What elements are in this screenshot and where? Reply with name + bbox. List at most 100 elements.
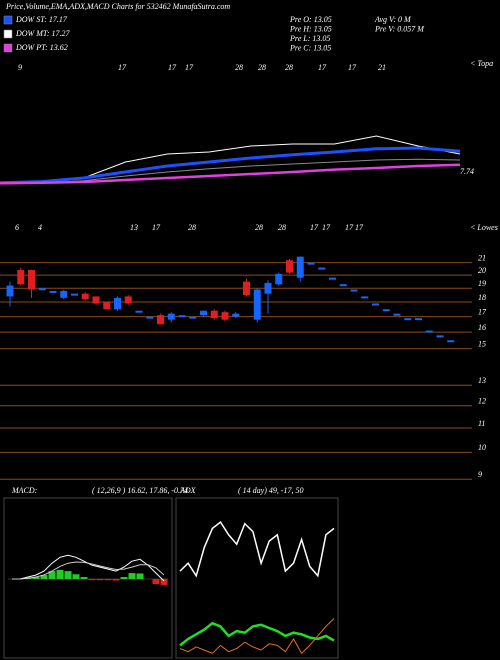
candle-body [49,290,57,293]
candle-body [210,310,218,319]
macd-line [12,561,165,580]
date-label: 17 [310,223,319,232]
date-label: 17 [345,223,354,232]
y-tick-label: 10 [478,443,486,452]
panel-params: ( 12,26,9 ) 16.62, 17.86, -0.74 [92,486,188,495]
page-title: Price,Volume,EMA,ADX,MACD Charts for 532… [5,2,230,11]
candle-body [425,330,433,333]
candle-body [307,262,315,265]
histogram-bar [64,571,72,579]
candle-body [372,303,379,306]
candle-body [264,282,272,294]
histogram-bar [56,569,64,579]
histogram-bar [80,577,88,579]
y-tick-label: 13 [478,376,486,385]
y-tick-label: 9 [478,470,482,479]
ema-line [0,163,461,185]
date-label: 28 [235,63,243,72]
y-tick-label: 20 [478,266,486,275]
legend-swatch [3,29,13,39]
date-label: 17 [355,223,364,232]
y-tick-label: 18 [478,293,486,302]
histogram-bar [160,579,168,585]
candle-body [146,316,154,319]
info-text: Pre H: 13.05 [289,24,332,33]
histogram-bar [88,579,96,581]
candle-body [81,293,89,300]
y-tick-label: 21 [478,253,486,262]
histogram-bar [112,579,120,581]
candle-body [6,285,14,297]
candle-body [17,270,25,285]
histogram-bar [32,577,40,579]
y-tick-label: 17 [478,307,487,316]
adx-line [179,621,335,647]
date-label: 13 [130,223,138,232]
date-label: 28 [285,63,293,72]
candle-body [275,273,283,285]
candle-body [124,296,132,304]
candle-body [157,315,164,325]
legend-swatch [3,43,13,53]
info-text: Pre V: 0.057 M [374,24,425,33]
legend-label: DOW ST: 17.17 [15,15,68,24]
adx-frame [175,497,339,659]
candle-body [286,260,293,273]
candle-body [404,318,412,321]
panel-params: ( 14 day) 49, -17, 50 [238,486,304,495]
candle-body [114,297,121,310]
histogram-bar [128,573,136,579]
histogram-bar [120,577,128,579]
adx-line [179,618,335,655]
candle-body [71,293,78,296]
date-label: 17 [185,63,194,72]
y-tick-label: 12 [478,397,486,406]
histogram-bar [72,574,80,579]
candle-body [189,316,197,319]
candle-body [200,310,207,316]
legend-label: DOW MT: 17.27 [15,29,71,38]
info-text: Pre O: 13.05 [289,15,332,24]
corner-label: < Topa [470,59,493,68]
candle-body [447,340,455,343]
y-tick-label: 15 [478,339,486,348]
date-label: 17 [152,223,161,232]
candle-body [329,277,336,280]
histogram-bar [96,579,104,581]
candle-body [232,313,240,317]
info-text: Pre L: 13.05 [289,34,330,43]
date-label: 28 [188,223,196,232]
date-label: 17 [168,63,177,72]
date-label: 6 [15,223,19,232]
candle-body [350,289,358,292]
histogram-bar [48,571,56,579]
candle-body [296,256,304,278]
panel-title: MACD: [11,486,38,495]
date-label: 28 [278,223,286,232]
candle-body [135,310,143,313]
candle-body [38,288,46,291]
y-tick-label: 11 [478,419,485,428]
date-label: 17 [118,63,127,72]
histogram-bar [40,575,48,579]
candle-body [103,302,111,310]
panel-title: ADX [179,486,197,495]
candle-body [28,270,35,290]
date-label: 21 [378,63,386,72]
candle-body [436,335,444,338]
ema-line [0,146,461,185]
y-tick-label: 16 [478,323,486,332]
candle-body [382,309,390,312]
candle-body [339,284,347,287]
date-label: 9 [18,63,22,72]
date-label: 17 [318,63,327,72]
candle-body [178,315,186,318]
legend-swatch [3,15,13,25]
corner-label: < Lowes [470,223,498,232]
legend-label: DOW PT: 13.62 [15,43,68,52]
info-text: Pre C: 13.05 [289,43,331,52]
candle-body [92,296,100,304]
date-label: 4 [38,223,42,232]
candle-body [318,267,326,270]
